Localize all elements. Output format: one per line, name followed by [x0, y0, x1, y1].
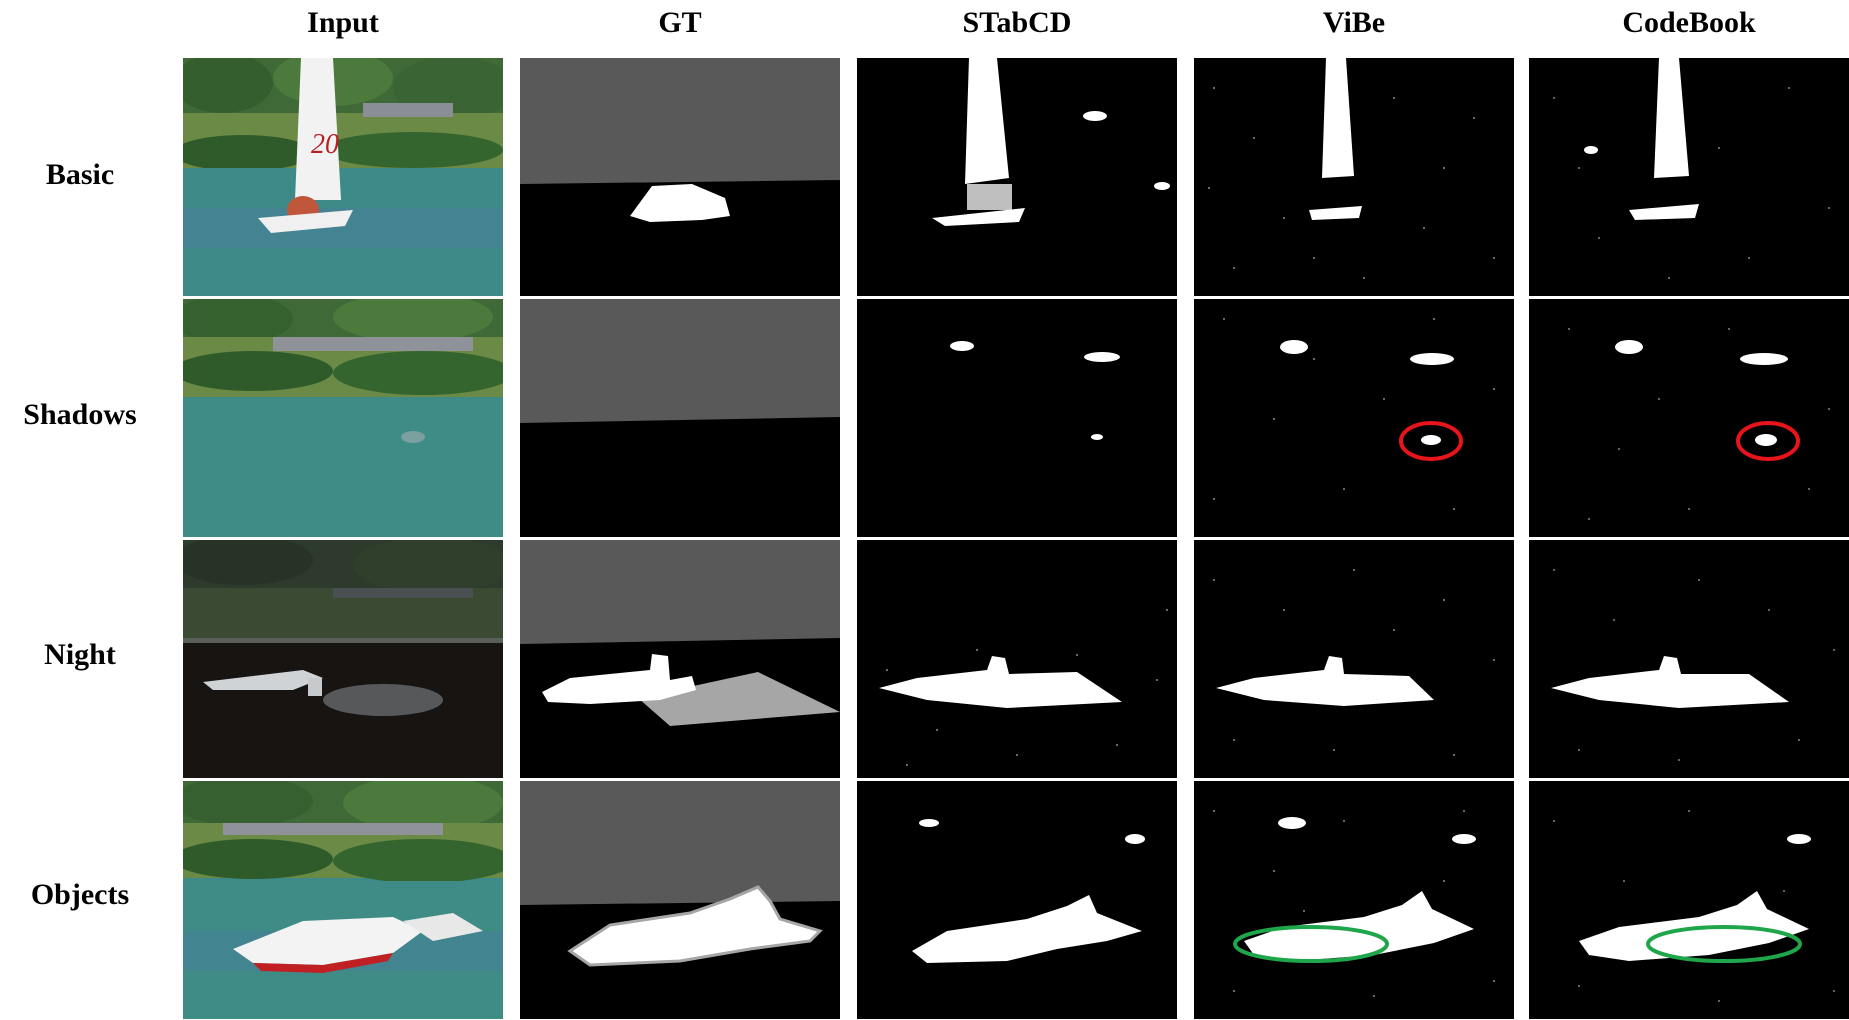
row-label-night: Night — [44, 638, 116, 671]
row-label-objects: Objects — [30, 878, 130, 911]
input-image-night — [183, 540, 503, 778]
annotation-ellipse-vibe-shadows — [1399, 421, 1463, 461]
codebook-result-shadows — [1529, 299, 1849, 537]
input-image-basic: 20 — [183, 58, 503, 296]
row-label-basic: Basic — [45, 158, 115, 191]
codebook-result-basic — [1529, 58, 1849, 296]
vibe-result-basic — [1194, 58, 1514, 296]
input-image-objects — [183, 781, 503, 1019]
gt-mask-basic — [520, 58, 840, 296]
codebook-result-night — [1529, 540, 1849, 778]
column-header-input: Input — [307, 6, 379, 39]
stabcd-result-objects — [857, 781, 1177, 1019]
vibe-result-objects — [1194, 781, 1514, 1019]
stabcd-result-night — [857, 540, 1177, 778]
gt-mask-shadows — [520, 299, 840, 537]
stabcd-result-shadows — [857, 299, 1177, 537]
column-header-codebook: CodeBook — [1622, 6, 1756, 39]
gt-mask-objects — [520, 781, 840, 1019]
vibe-result-shadows — [1194, 299, 1514, 537]
column-header-vibe: ViBe — [1322, 6, 1386, 39]
stabcd-result-basic — [857, 58, 1177, 296]
column-header-gt: GT — [658, 6, 702, 39]
row-label-shadows: Shadows — [23, 398, 137, 431]
codebook-result-objects — [1529, 781, 1849, 1019]
svg-text:20: 20 — [311, 129, 339, 160]
annotation-ellipse-codebook-shadows — [1736, 421, 1800, 461]
vibe-result-night — [1194, 540, 1514, 778]
input-image-shadows — [183, 299, 503, 537]
column-header-stabcd: STabCD — [962, 6, 1072, 39]
gt-mask-night — [520, 540, 840, 778]
